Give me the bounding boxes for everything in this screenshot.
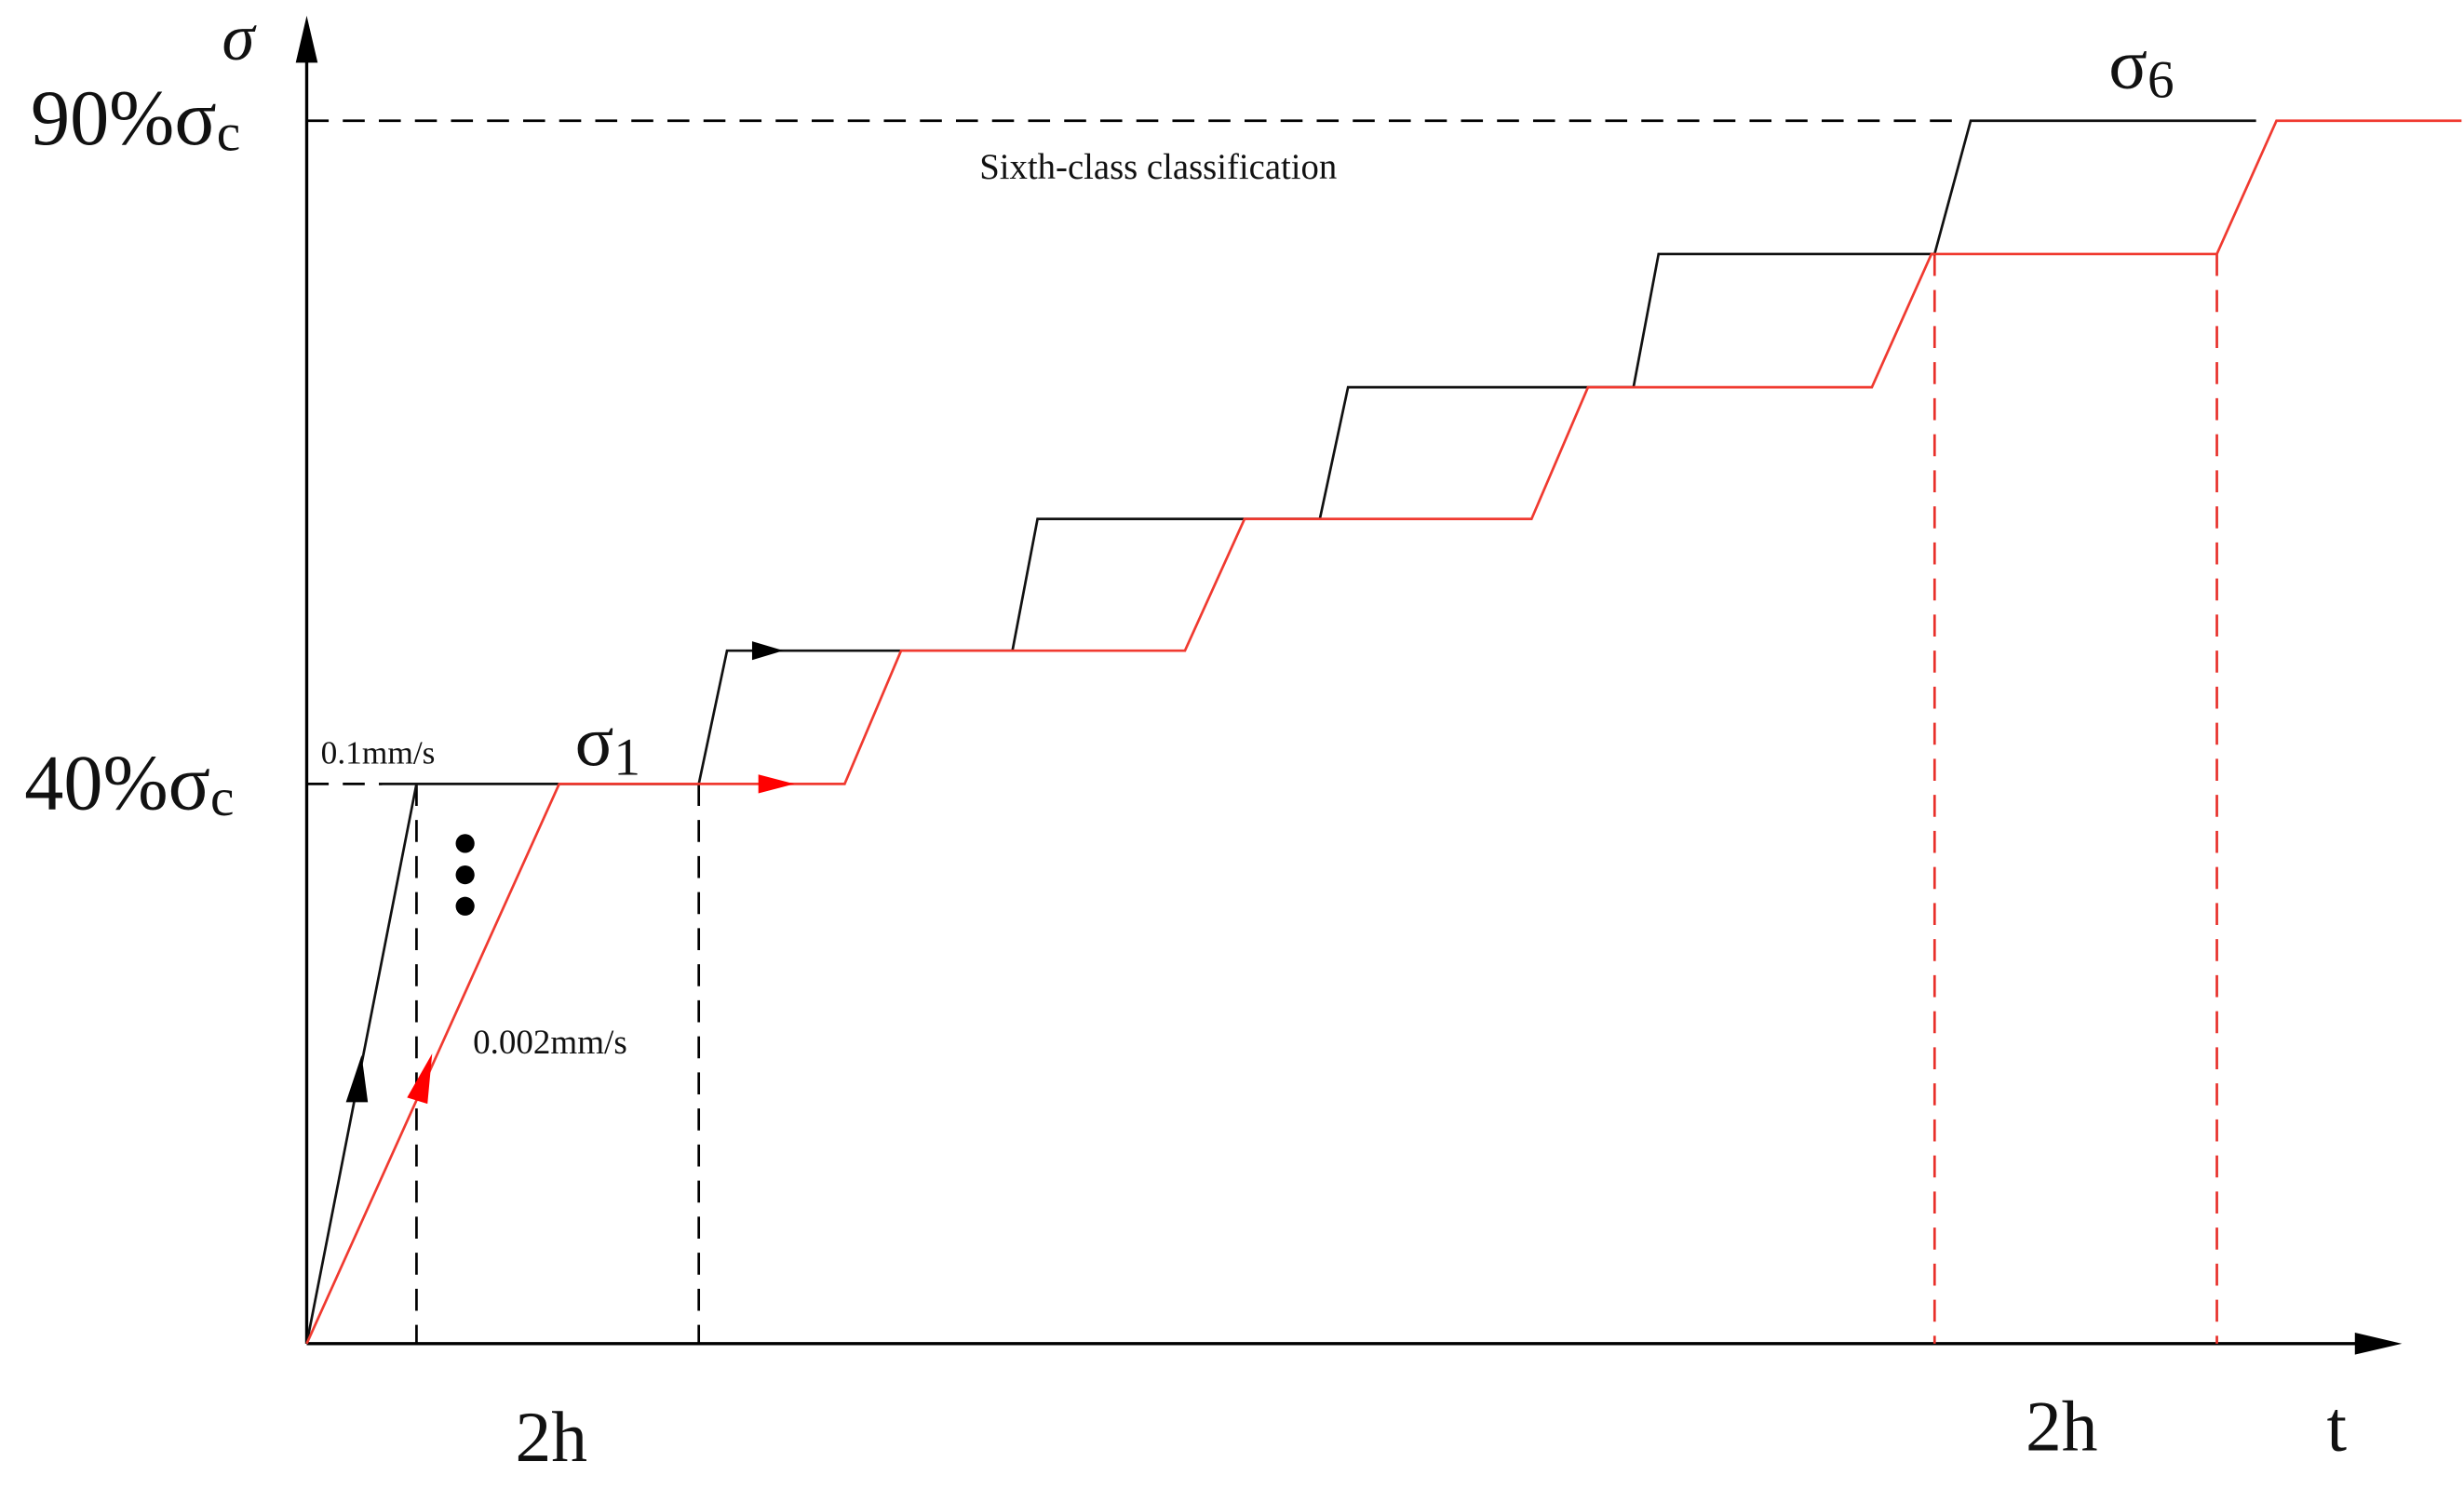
ellipsis-dots [455, 834, 475, 916]
stress-label: σ6 [2108, 23, 2174, 109]
slow-path [305, 119, 2462, 1345]
fast-path [305, 119, 2256, 1345]
stress-main: σ [2108, 23, 2148, 103]
reference-lines [306, 119, 2218, 1344]
x-axis-label: t [2326, 1386, 2347, 1466]
arrow [345, 1054, 369, 1103]
y-axis-label: σ [222, 2, 258, 74]
arrow [751, 641, 784, 661]
annotation: 0.002mm/s [473, 1024, 627, 1062]
level-sub: c [217, 104, 240, 163]
level-sub: c [210, 769, 234, 827]
duration-label: 2h [2026, 1386, 2097, 1466]
stress-sub: 6 [2148, 50, 2175, 109]
arrow [407, 1053, 433, 1105]
arrow [758, 774, 795, 794]
level-main: 90%σ [31, 75, 217, 162]
annotation: Sixth-class classification [979, 147, 1337, 187]
stress-main: σ [575, 701, 614, 781]
stress-sub: 1 [613, 728, 640, 786]
level-main: 40%σ [24, 740, 210, 826]
annotation: 0.1mm/s [321, 733, 436, 771]
stress-label: σ1 [575, 701, 640, 786]
level-label: 40%σc [24, 740, 234, 827]
level-label: 90%σc [31, 75, 240, 163]
y-axis-arrow [295, 15, 318, 63]
duration-label: 2h [516, 1397, 587, 1477]
x-axis-arrow [2354, 1333, 2403, 1355]
